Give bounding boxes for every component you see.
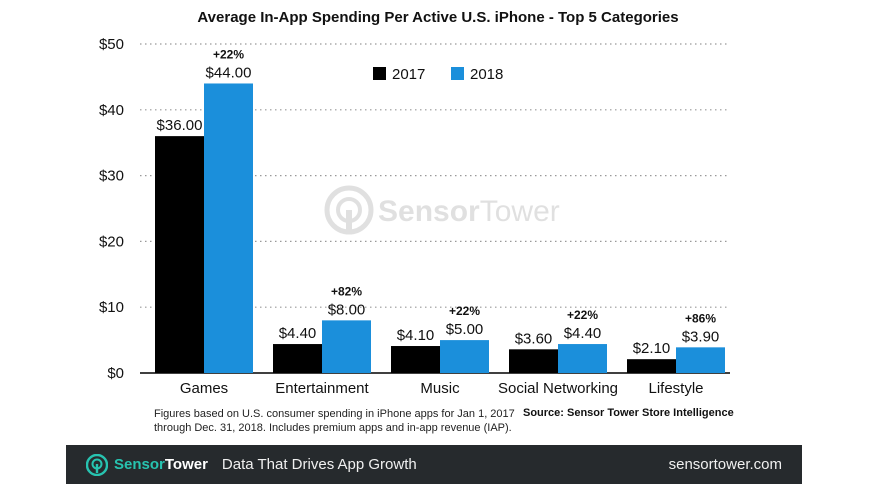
watermark-brand-sensor: Sensor xyxy=(378,195,480,228)
y-tick-label: $40 xyxy=(99,102,124,119)
watermark: SensorTower xyxy=(324,185,560,235)
bar-2018-entertainment xyxy=(322,320,371,373)
footer-tagline: Data That Drives App Growth xyxy=(221,456,417,473)
x-axis: Games Entertainment Music Social Networking… xyxy=(180,380,704,397)
legend: 2017 2018 xyxy=(373,66,503,83)
bar-2018-lifestyle xyxy=(676,347,725,373)
data-label: $4.40 xyxy=(279,325,317,342)
watermark-brand-tower: Tower xyxy=(480,195,560,228)
bar-2018-social-networking xyxy=(558,344,607,373)
growth-label: +22% xyxy=(567,308,598,322)
y-tick-label: $0 xyxy=(107,365,124,382)
y-axis: $0 $10 $20 $30 $40 $50 xyxy=(99,36,124,382)
legend-label: 2018 xyxy=(470,66,503,83)
bar-2017-entertainment xyxy=(273,344,322,373)
legend-swatch-2017 xyxy=(373,67,386,80)
bar-2017-games xyxy=(155,136,204,373)
y-tick-label: $10 xyxy=(99,299,124,316)
x-tick-label: Lifestyle xyxy=(648,380,703,397)
growth-label: +82% xyxy=(331,284,362,298)
source-note: Source: Sensor Tower Store Intelligence xyxy=(523,407,734,419)
data-label: $44.00 xyxy=(206,64,252,81)
footer-site-link[interactable]: sensortower.com xyxy=(668,456,782,473)
footer-brand-tower: Tower xyxy=(164,456,208,473)
growth-label: +22% xyxy=(449,304,480,318)
bar-2017-social-networking xyxy=(509,349,558,373)
x-tick-label: Social Networking xyxy=(498,380,618,397)
x-tick-label: Games xyxy=(180,380,228,397)
y-tick-label: $30 xyxy=(99,168,124,185)
legend-label: 2017 xyxy=(392,66,425,83)
sensortower-watermark-icon xyxy=(324,185,374,235)
footnote-line-1: Figures based on U.S. consumer spending … xyxy=(154,408,515,420)
footnote: Figures based on U.S. consumer spending … xyxy=(154,407,534,435)
data-label: $3.90 xyxy=(682,328,720,345)
data-label: $2.10 xyxy=(633,340,671,357)
y-tick-label: $50 xyxy=(99,36,124,53)
footnote-line-2: through Dec. 31, 2018. Includes premium … xyxy=(154,422,512,434)
data-label: $3.60 xyxy=(515,330,553,347)
chart-title: Average In-App Spending Per Active U.S. … xyxy=(197,9,678,26)
chart: Average In-App Spending Per Active U.S. … xyxy=(99,9,730,397)
bars xyxy=(155,83,725,373)
x-tick-label: Entertainment xyxy=(275,380,369,397)
data-label: $5.00 xyxy=(446,321,484,338)
bar-2018-games xyxy=(204,83,253,373)
data-label: $36.00 xyxy=(157,117,203,134)
bar-2017-music xyxy=(391,346,440,373)
data-labels: $36.00 $44.00 +22% $4.40 $8.00 +82% $4.10 $5.00… xyxy=(157,47,720,357)
footer-brand: SensorTower xyxy=(114,456,208,473)
bar-2017-lifestyle xyxy=(627,359,676,373)
footer-brand-sensor: Sensor xyxy=(114,456,165,473)
legend-swatch-2018 xyxy=(451,67,464,80)
bar-2018-music xyxy=(440,340,489,373)
x-tick-label: Music xyxy=(420,380,460,397)
data-label: $4.10 xyxy=(397,327,435,344)
footer-bar: SensorTower Data That Drives App Growth … xyxy=(66,445,802,484)
data-label: $8.00 xyxy=(328,301,366,318)
data-label: $4.40 xyxy=(564,325,602,342)
growth-label: +86% xyxy=(685,311,716,325)
growth-label: +22% xyxy=(213,47,244,61)
bar-chart: Average In-App Spending Per Active U.S. … xyxy=(99,9,730,397)
y-tick-label: $20 xyxy=(99,233,124,250)
sensortower-logo-icon xyxy=(86,453,108,476)
svg-text:SensorTower: SensorTower xyxy=(378,195,560,228)
